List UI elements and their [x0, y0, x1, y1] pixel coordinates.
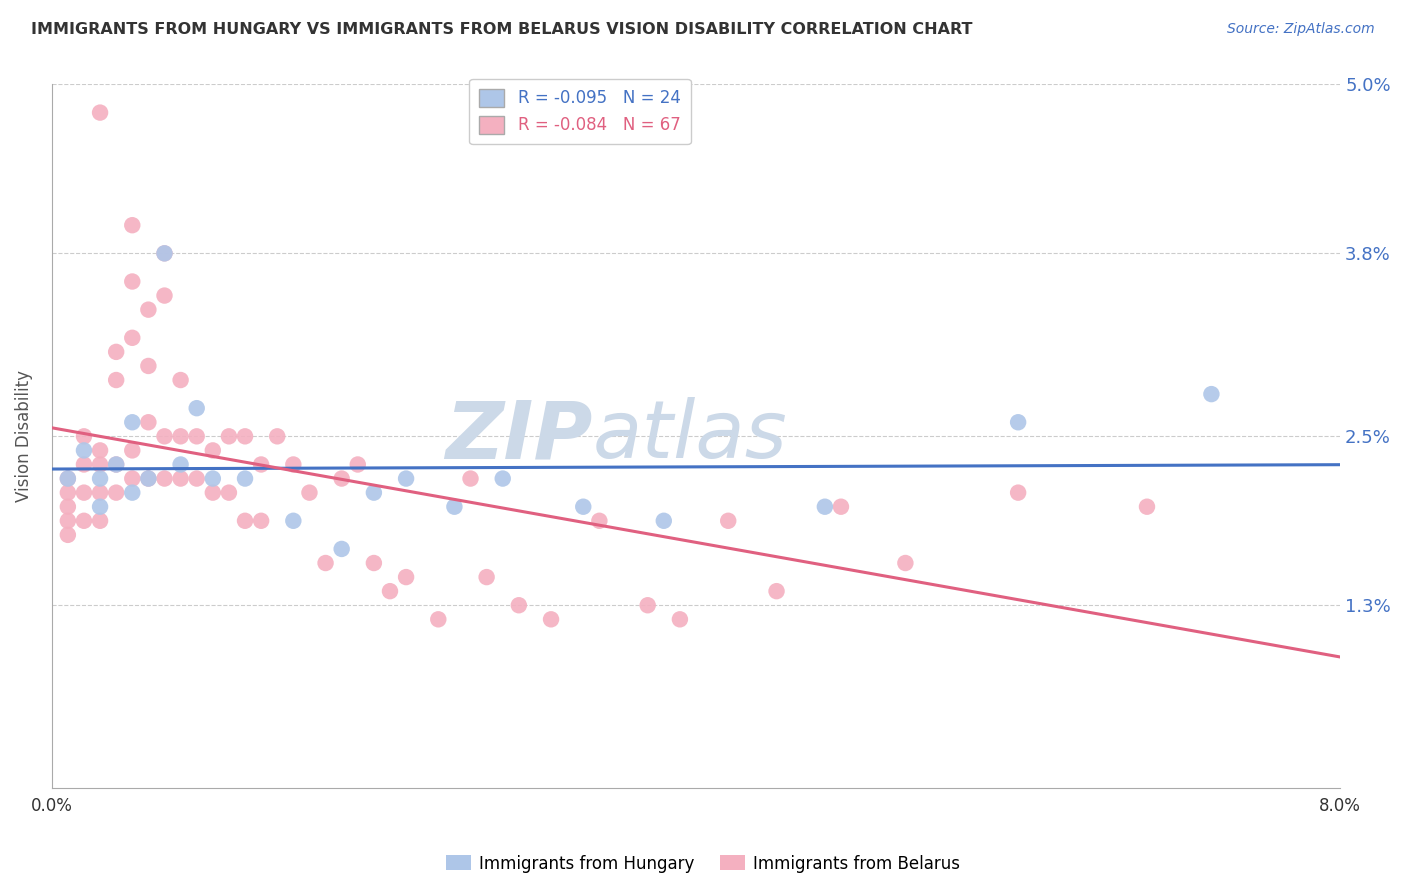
- Point: [121, 472, 143, 486]
- Point: [233, 514, 256, 528]
- Point: [73, 429, 96, 443]
- Text: Source: ZipAtlas.com: Source: ZipAtlas.com: [1227, 22, 1375, 37]
- Point: [250, 458, 273, 472]
- Legend: R = -0.095   N = 24, R = -0.084   N = 67: R = -0.095 N = 24, R = -0.084 N = 67: [470, 78, 690, 145]
- Point: [717, 514, 740, 528]
- Point: [89, 472, 111, 486]
- Point: [330, 541, 353, 556]
- Point: [138, 415, 160, 429]
- Point: [169, 472, 191, 486]
- Point: [73, 514, 96, 528]
- Point: [121, 275, 143, 289]
- Text: ZIP: ZIP: [446, 397, 593, 475]
- Point: [105, 458, 128, 472]
- Point: [395, 570, 418, 584]
- Point: [169, 458, 191, 472]
- Point: [186, 429, 208, 443]
- Point: [1007, 485, 1029, 500]
- Point: [363, 485, 385, 500]
- Point: [475, 570, 498, 584]
- Point: [105, 458, 128, 472]
- Point: [153, 429, 176, 443]
- Point: [1201, 387, 1223, 401]
- Point: [233, 429, 256, 443]
- Point: [121, 415, 143, 429]
- Text: atlas: atlas: [593, 397, 787, 475]
- Point: [138, 302, 160, 317]
- Point: [492, 472, 515, 486]
- Point: [138, 472, 160, 486]
- Point: [427, 612, 450, 626]
- Point: [89, 500, 111, 514]
- Point: [56, 485, 79, 500]
- Point: [186, 472, 208, 486]
- Point: [121, 443, 143, 458]
- Point: [89, 514, 111, 528]
- Point: [201, 485, 224, 500]
- Point: [363, 556, 385, 570]
- Point: [330, 472, 353, 486]
- Point: [283, 458, 305, 472]
- Point: [1136, 500, 1159, 514]
- Point: [121, 218, 143, 232]
- Point: [395, 472, 418, 486]
- Point: [73, 485, 96, 500]
- Point: [186, 401, 208, 416]
- Point: [105, 344, 128, 359]
- Point: [89, 458, 111, 472]
- Point: [218, 429, 240, 443]
- Point: [572, 500, 595, 514]
- Point: [652, 514, 675, 528]
- Point: [814, 500, 837, 514]
- Point: [201, 443, 224, 458]
- Point: [56, 472, 79, 486]
- Point: [89, 443, 111, 458]
- Point: [89, 485, 111, 500]
- Point: [153, 472, 176, 486]
- Point: [298, 485, 321, 500]
- Point: [56, 514, 79, 528]
- Legend: Immigrants from Hungary, Immigrants from Belarus: Immigrants from Hungary, Immigrants from…: [439, 848, 967, 880]
- Point: [121, 331, 143, 345]
- Point: [830, 500, 852, 514]
- Point: [105, 373, 128, 387]
- Point: [121, 485, 143, 500]
- Text: IMMIGRANTS FROM HUNGARY VS IMMIGRANTS FROM BELARUS VISION DISABILITY CORRELATION: IMMIGRANTS FROM HUNGARY VS IMMIGRANTS FR…: [31, 22, 973, 37]
- Point: [894, 556, 917, 570]
- Point: [266, 429, 288, 443]
- Y-axis label: Vision Disability: Vision Disability: [15, 370, 32, 502]
- Point: [153, 246, 176, 260]
- Point: [508, 599, 530, 613]
- Point: [201, 472, 224, 486]
- Point: [153, 288, 176, 302]
- Point: [378, 584, 401, 599]
- Point: [250, 514, 273, 528]
- Point: [105, 485, 128, 500]
- Point: [169, 429, 191, 443]
- Point: [218, 485, 240, 500]
- Point: [73, 443, 96, 458]
- Point: [138, 472, 160, 486]
- Point: [540, 612, 562, 626]
- Point: [56, 528, 79, 542]
- Point: [588, 514, 610, 528]
- Point: [169, 373, 191, 387]
- Point: [73, 458, 96, 472]
- Point: [233, 472, 256, 486]
- Point: [315, 556, 337, 570]
- Point: [346, 458, 368, 472]
- Point: [765, 584, 787, 599]
- Point: [460, 472, 482, 486]
- Point: [283, 514, 305, 528]
- Point: [89, 105, 111, 120]
- Point: [637, 599, 659, 613]
- Point: [138, 359, 160, 373]
- Point: [669, 612, 692, 626]
- Point: [1007, 415, 1029, 429]
- Point: [153, 246, 176, 260]
- Point: [56, 500, 79, 514]
- Point: [56, 472, 79, 486]
- Point: [443, 500, 465, 514]
